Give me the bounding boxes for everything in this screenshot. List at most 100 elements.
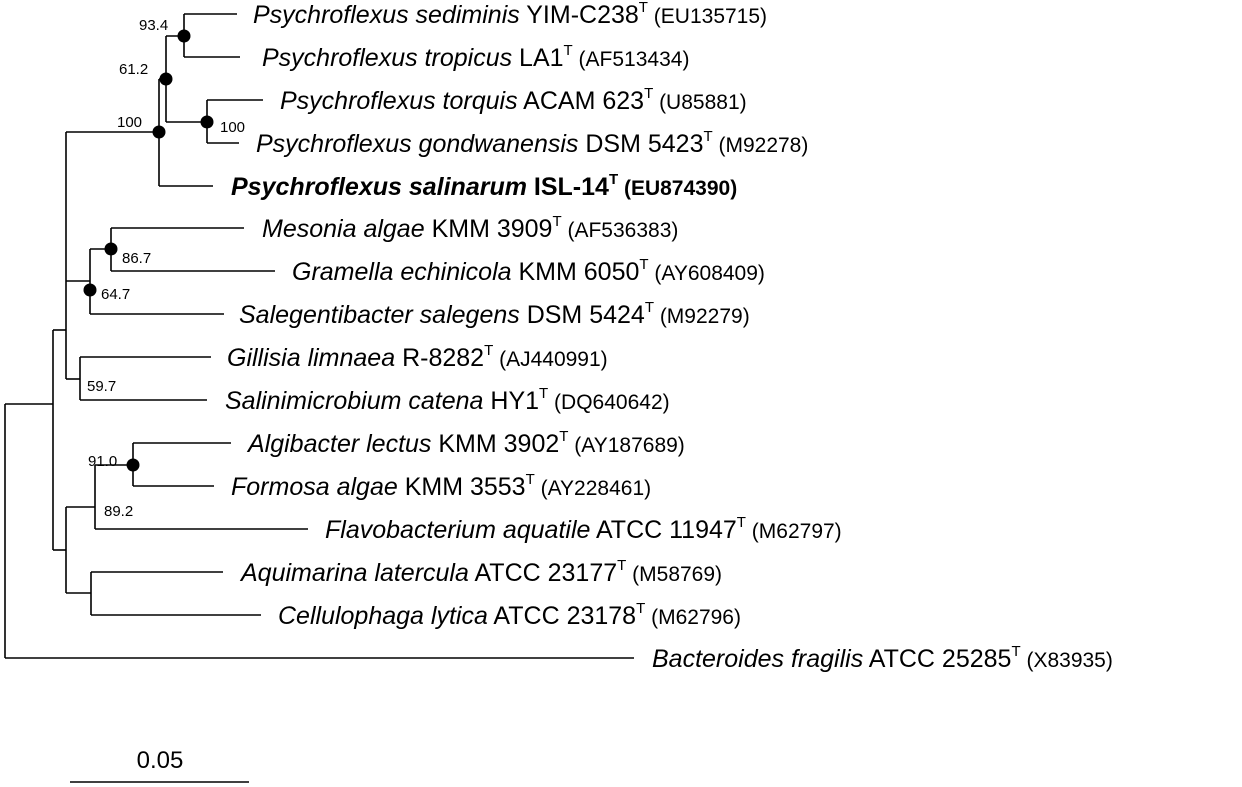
scale-bar-label: 0.05 xyxy=(137,747,184,774)
taxon-label: Psychroflexus torquis ACAM 623T (U85881) xyxy=(280,85,747,115)
taxon-name: Psychroflexus torquis xyxy=(280,87,518,115)
type-strain-mark: T xyxy=(737,514,746,531)
bootstrap-values: 93.4 61.2 100 100 86.7 64.7 59.7 91.0 89.2 xyxy=(87,17,245,520)
accession-number: (AY187689) xyxy=(568,434,684,457)
type-strain-mark: T xyxy=(639,256,648,273)
bootstrap-value: 89.2 xyxy=(104,503,133,520)
type-strain-mark: T xyxy=(552,213,561,230)
accession-number: (AF536383) xyxy=(562,219,679,242)
accession-number: (M58769) xyxy=(626,563,722,586)
taxon-name: Psychroflexus salinarum xyxy=(231,173,527,201)
type-strain-mark: T xyxy=(636,600,645,617)
taxon-strain: ATCC 25285 xyxy=(863,645,1011,673)
node-marker-0 xyxy=(177,29,191,43)
taxon-name: Bacteroides fragilis xyxy=(652,645,863,673)
taxon-name: Aquimarina latercula xyxy=(239,559,469,587)
bootstrap-value: 100 xyxy=(220,119,245,136)
taxon-strain: YIM-C238 xyxy=(520,1,639,29)
bootstrap-value: 93.4 xyxy=(139,17,168,34)
taxon-name: Salinimicrobium catena xyxy=(225,387,484,415)
taxon-label: Psychroflexus tropicus LA1T (AF513434) xyxy=(262,42,689,72)
accession-number: (M92279) xyxy=(654,305,750,328)
taxon-label: Algibacter lectus KMM 3902T (AY187689) xyxy=(246,428,685,458)
accession-number: (M62797) xyxy=(746,520,842,543)
bootstrap-value: 86.7 xyxy=(122,250,151,267)
node-marker-3 xyxy=(152,125,166,139)
taxon-strain: LA1 xyxy=(512,44,563,72)
taxon-name: Salegentibacter salegens xyxy=(239,301,520,329)
type-strain-mark: T xyxy=(609,171,618,188)
accession-number: (DQ640642) xyxy=(548,391,669,414)
bootstrap-value: 61.2 xyxy=(119,61,148,78)
accession-number: (EU135715) xyxy=(648,5,767,28)
type-strain-mark: T xyxy=(559,428,568,445)
bootstrap-value: 64.7 xyxy=(101,286,130,303)
type-strain-mark: T xyxy=(564,42,573,59)
taxon-name: Flavobacterium aquatile xyxy=(325,516,590,544)
scale-bar: 0.05 xyxy=(70,747,249,783)
taxon-name: Gillisia limnaea xyxy=(227,344,395,372)
type-strain-mark: T xyxy=(617,557,626,574)
taxon-strain: DSM 5423 xyxy=(578,130,703,158)
taxon-name: Psychroflexus tropicus xyxy=(262,44,512,72)
taxon-label: Salinimicrobium catena HY1T (DQ640642) xyxy=(225,385,670,415)
taxon-strain: ATCC 23177 xyxy=(469,559,617,587)
type-strain-mark: T xyxy=(644,85,653,102)
taxon-label: Mesonia algae KMM 3909T (AF536383) xyxy=(262,213,678,243)
node-marker-5 xyxy=(83,283,97,297)
taxon-label: Aquimarina latercula ATCC 23177T (M58769… xyxy=(239,557,722,587)
accession-number: (M92278) xyxy=(713,134,809,157)
type-strain-mark: T xyxy=(645,299,654,316)
taxon-name: Psychroflexus gondwanensis xyxy=(256,130,578,158)
taxon-strain: ACAM 623 xyxy=(518,87,644,115)
accession-number: (X83935) xyxy=(1021,649,1113,672)
type-strain-mark: T xyxy=(1011,643,1020,660)
type-strain-mark: T xyxy=(639,0,648,16)
taxon-strain: ATCC 11947 xyxy=(590,516,736,544)
taxon-label: Psychroflexus sediminis YIM-C238T (EU135… xyxy=(253,0,767,29)
taxon-name: Formosa algae xyxy=(231,473,398,501)
accession-number: (AF513434) xyxy=(573,48,690,71)
taxon-strain: R-8282 xyxy=(395,344,484,372)
taxon-label: Salegentibacter salegens DSM 5424T (M922… xyxy=(239,299,750,329)
taxon-label: Psychroflexus salinarum ISL-14T (EU87439… xyxy=(231,171,737,201)
taxon-name: Mesonia algae xyxy=(262,215,425,243)
type-strain-mark: T xyxy=(484,342,493,359)
taxon-strain: KMM 3553 xyxy=(398,473,526,501)
taxon-labels: Psychroflexus sediminis YIM-C238T (EU135… xyxy=(225,0,1113,673)
accession-number: (AY608409) xyxy=(649,262,765,285)
taxon-label: Gramella echinicola KMM 6050T (AY608409) xyxy=(292,256,765,286)
taxon-name: Algibacter lectus xyxy=(246,430,431,458)
type-strain-mark: T xyxy=(703,128,712,145)
taxon-label: Bacteroides fragilis ATCC 25285T (X83935… xyxy=(652,643,1113,673)
taxon-strain: KMM 3909 xyxy=(425,215,553,243)
taxon-strain: ISL-14 xyxy=(527,173,609,201)
taxon-label: Formosa algae KMM 3553T (AY228461) xyxy=(231,471,651,501)
taxon-strain: HY1 xyxy=(483,387,539,415)
accession-number: (U85881) xyxy=(653,91,746,114)
tree-branches xyxy=(4,13,634,659)
bootstrap-value: 91.0 xyxy=(88,453,117,470)
taxon-strain: DSM 5424 xyxy=(520,301,645,329)
taxon-label: Gillisia limnaea R-8282T (AJ440991) xyxy=(227,342,608,372)
accession-number: (M62796) xyxy=(645,606,741,629)
taxon-label: Flavobacterium aquatile ATCC 11947T (M62… xyxy=(325,514,842,544)
type-strain-mark: T xyxy=(539,385,548,402)
bootstrap-node-markers xyxy=(83,29,214,472)
taxon-name: Psychroflexus sediminis xyxy=(253,1,520,29)
taxon-name: Gramella echinicola xyxy=(292,258,512,286)
taxon-strain: ATCC 23178 xyxy=(488,602,636,630)
type-strain-mark: T xyxy=(526,471,535,488)
taxon-label: Cellulophaga lytica ATCC 23178T (M62796) xyxy=(278,600,741,630)
taxon-name: Cellulophaga lytica xyxy=(278,602,488,630)
node-marker-6 xyxy=(126,458,140,472)
taxon-strain: KMM 6050 xyxy=(512,258,640,286)
taxon-label: Psychroflexus gondwanensis DSM 5423T (M9… xyxy=(256,128,808,158)
bootstrap-value: 100 xyxy=(117,114,142,131)
accession-number: (AJ440991) xyxy=(493,348,607,371)
node-marker-2 xyxy=(200,115,214,129)
node-marker-4 xyxy=(104,242,118,256)
bootstrap-value: 59.7 xyxy=(87,378,116,395)
accession-number: (AY228461) xyxy=(535,477,651,500)
